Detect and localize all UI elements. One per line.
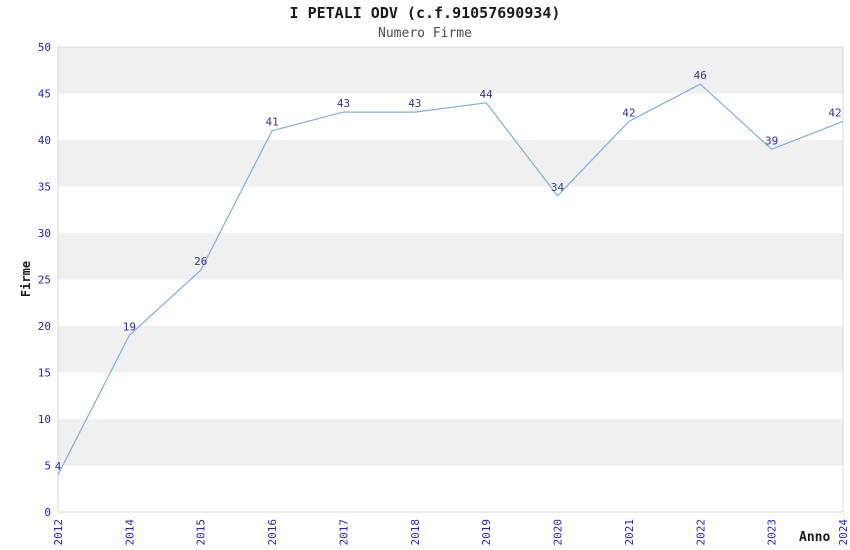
svg-text:19: 19: [123, 320, 136, 333]
svg-text:2022: 2022: [694, 519, 707, 546]
svg-text:2017: 2017: [337, 519, 350, 546]
svg-text:30: 30: [38, 227, 51, 240]
svg-text:43: 43: [408, 97, 421, 110]
svg-text:2024: 2024: [837, 519, 850, 546]
svg-text:34: 34: [551, 181, 565, 194]
plot-bands: [58, 47, 843, 466]
svg-text:26: 26: [194, 255, 207, 268]
svg-text:25: 25: [38, 274, 51, 287]
chart-title: I PETALI ODV (c.f.91057690934): [289, 4, 561, 22]
svg-text:4: 4: [55, 460, 62, 473]
svg-text:45: 45: [38, 88, 51, 101]
svg-text:2018: 2018: [409, 519, 422, 546]
svg-text:0: 0: [44, 506, 51, 519]
svg-text:10: 10: [38, 413, 51, 426]
svg-text:41: 41: [265, 116, 278, 129]
svg-text:2021: 2021: [623, 519, 636, 546]
svg-text:39: 39: [765, 134, 778, 147]
svg-text:5: 5: [44, 460, 51, 473]
svg-text:2020: 2020: [552, 519, 565, 546]
plot-border: [57, 46, 844, 513]
svg-text:43: 43: [337, 97, 350, 110]
y-axis-title: Firme: [19, 260, 33, 298]
svg-text:2016: 2016: [266, 519, 279, 546]
x-axis-title: Anno: [799, 530, 831, 545]
svg-text:2023: 2023: [766, 519, 779, 546]
svg-text:2015: 2015: [195, 519, 208, 546]
svg-text:15: 15: [38, 367, 51, 380]
svg-text:44: 44: [480, 88, 494, 101]
svg-text:2014: 2014: [123, 519, 136, 546]
svg-text:40: 40: [38, 134, 51, 147]
data-point-labels: 4 19 26 41 43 43 44 34 42 46 39 42: [55, 69, 842, 473]
chart-subtitle: Numero Firme: [378, 26, 472, 41]
svg-text:50: 50: [38, 41, 51, 54]
svg-text:2019: 2019: [480, 519, 493, 546]
series-line: [57, 83, 844, 476]
svg-text:46: 46: [694, 69, 707, 82]
svg-text:42: 42: [622, 106, 635, 119]
x-axis-tick-labels: 2012 2014 2015 2016 2017 2018 2019 2020 2021 2022…: [52, 519, 850, 546]
svg-text:42: 42: [828, 106, 841, 119]
svg-text:20: 20: [38, 320, 51, 333]
svg-text:35: 35: [38, 181, 51, 194]
svg-text:2012: 2012: [52, 519, 65, 546]
y-axis-tick-labels: 0 5 10 15 20 25 30 35 40 45 50: [38, 41, 51, 519]
